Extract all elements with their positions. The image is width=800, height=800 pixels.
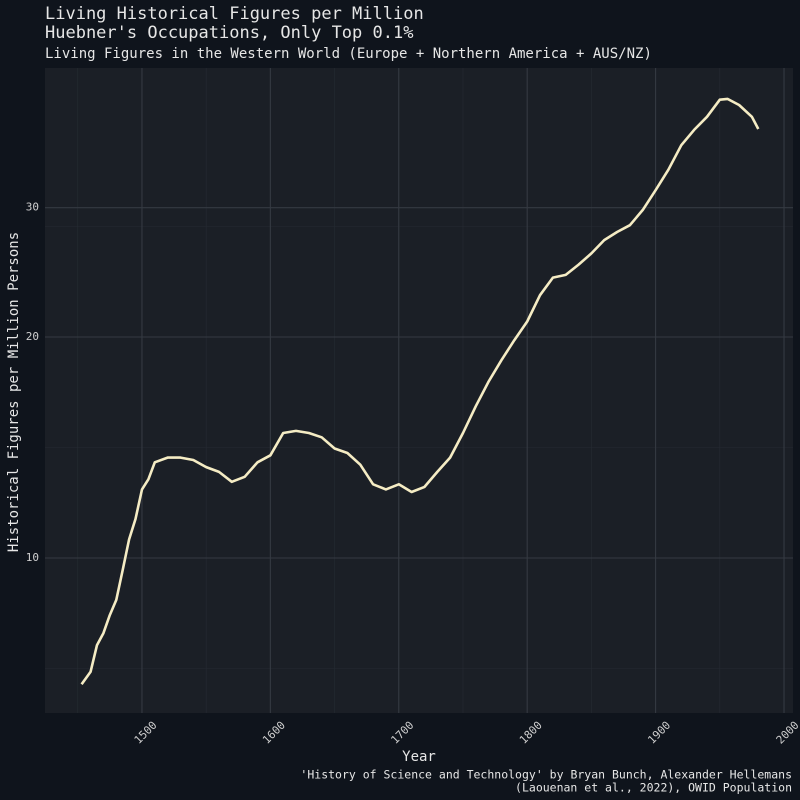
chart-title: Living Historical Figures per Million	[45, 4, 424, 24]
x-axis-label: Year	[402, 749, 436, 765]
caption: 'History of Science and Technology' by B…	[300, 768, 792, 782]
plot-panel	[45, 68, 793, 713]
y-axis-label: Historical Figures per Million Persons	[6, 232, 22, 552]
y-tick-label: 20	[26, 330, 39, 343]
chart-description: Living Figures in the Western World (Eur…	[45, 46, 652, 62]
caption: (Laouenan et al., 2022), OWID Population	[515, 781, 792, 795]
data-line	[80, 97, 760, 686]
y-tick-label: 30	[26, 201, 39, 214]
y-tick-label: 10	[26, 551, 39, 564]
chart-subtitle: Huebner's Occupations, Only Top 0.1%	[45, 23, 413, 43]
